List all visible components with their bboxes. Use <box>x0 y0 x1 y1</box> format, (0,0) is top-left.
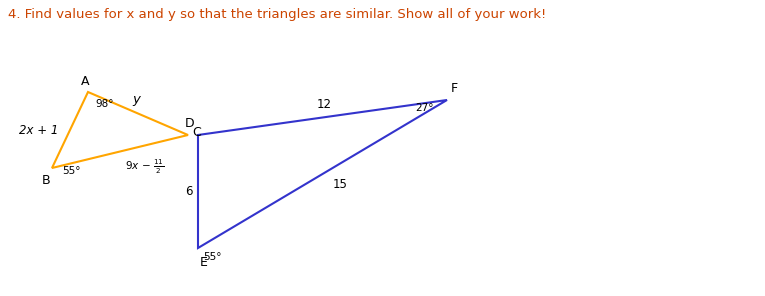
Text: B: B <box>41 174 50 187</box>
Text: A: A <box>81 75 90 88</box>
Text: 9$x$ $-$ $\frac{11}{2}$: 9$x$ $-$ $\frac{11}{2}$ <box>125 157 164 176</box>
Text: C: C <box>192 126 200 139</box>
Text: 27°: 27° <box>415 103 434 113</box>
Text: 55°: 55° <box>62 166 80 176</box>
Text: F: F <box>451 82 458 95</box>
Text: 6: 6 <box>185 185 193 198</box>
Text: 98°: 98° <box>95 99 113 109</box>
Text: 12: 12 <box>317 97 332 110</box>
Text: 2x + 1: 2x + 1 <box>18 123 58 136</box>
Text: 55°: 55° <box>203 252 222 262</box>
Text: y: y <box>132 94 140 107</box>
Text: 15: 15 <box>333 178 347 191</box>
Text: D: D <box>184 117 194 130</box>
Text: E: E <box>200 256 208 269</box>
Text: 4. Find values for x and y so that the triangles are similar. Show all of your w: 4. Find values for x and y so that the t… <box>8 8 546 21</box>
